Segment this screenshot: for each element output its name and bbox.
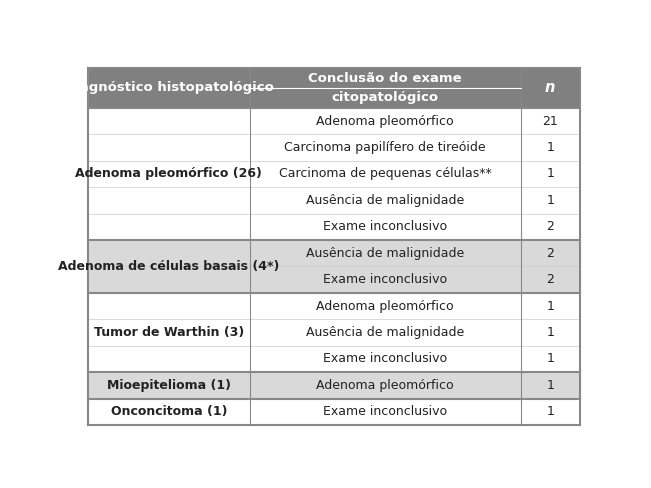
Text: Adenoma pleomórfico (26): Adenoma pleomórfico (26) [76,167,262,181]
Bar [88,161,579,187]
Text: n: n [545,81,555,95]
Text: Adenoma de células basais (4*): Adenoma de células basais (4*) [58,260,279,273]
Bar [88,134,579,161]
Text: Exame inconclusivo: Exame inconclusivo [324,273,447,286]
Bar [88,293,579,319]
Bar [88,214,579,240]
Text: Tumor de Warthin (3): Tumor de Warthin (3) [94,326,244,339]
Text: Carcinoma papilífero de tireóide: Carcinoma papilífero de tireóide [284,141,486,154]
Text: 1: 1 [546,326,554,339]
Text: 1: 1 [546,300,554,313]
Text: 2: 2 [546,273,554,286]
Text: Ausência de malignidade: Ausência de malignidade [306,247,464,260]
Bar [88,187,579,214]
Bar [88,346,579,372]
Text: 21: 21 [542,115,558,127]
Text: 1: 1 [546,141,554,154]
Text: 1: 1 [546,194,554,207]
Bar [88,319,579,346]
Text: Mioepitelioma (1): Mioepitelioma (1) [107,379,230,392]
Text: Onconcitoma (1): Onconcitoma (1) [111,406,227,418]
Text: citopatológico: citopatológico [332,91,439,103]
Text: 2: 2 [546,220,554,233]
Text: 1: 1 [546,379,554,392]
Bar [88,266,579,293]
Bar [88,372,579,399]
Text: Adenoma pleomórfico: Adenoma pleomórfico [316,379,454,392]
Text: Adenoma pleomórfico: Adenoma pleomórfico [316,115,454,127]
Text: 1: 1 [546,406,554,418]
Bar [88,240,579,266]
Text: Ausência de malignidade: Ausência de malignidade [306,326,464,339]
Text: 1: 1 [546,167,554,181]
Text: 2: 2 [546,247,554,260]
Text: 1: 1 [546,352,554,366]
Bar [88,68,579,108]
Text: Carcinoma de pequenas células**: Carcinoma de pequenas células** [279,167,492,181]
Bar [88,399,579,425]
Text: Exame inconclusivo: Exame inconclusivo [324,406,447,418]
Text: Exame inconclusivo: Exame inconclusivo [324,352,447,366]
Text: Diagnóstico histopatológico: Diagnóstico histopatológico [64,81,273,94]
Text: Exame inconclusivo: Exame inconclusivo [324,220,447,233]
Text: Ausência de malignidade: Ausência de malignidade [306,194,464,207]
Text: Adenoma pleomórfico: Adenoma pleomórfico [316,300,454,313]
Text: Conclusão do exame: Conclusão do exame [309,72,462,85]
Bar [88,108,579,134]
